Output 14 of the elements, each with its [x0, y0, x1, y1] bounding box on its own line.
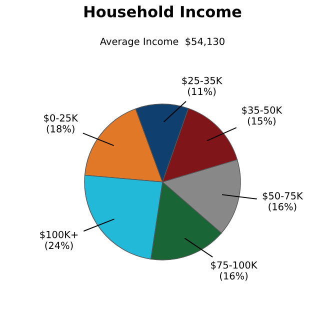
slice-label: $0-25K	[44, 114, 78, 123]
data-label: (18%)	[46, 124, 74, 134]
slice-label: $25-35K	[182, 76, 222, 86]
data-label: (16%)	[268, 202, 296, 212]
data-label: (11%)	[188, 88, 216, 96]
chart-title: Household Income	[84, 6, 242, 18]
slice-label: $50-75K	[262, 192, 304, 201]
data-label: (24%)	[45, 242, 73, 250]
data-label: (16%)	[220, 272, 248, 281]
data-label: (15%)	[248, 117, 276, 126]
chart-subtitle: Average Income $54,130	[100, 38, 224, 47]
slice-label: $35-50K	[242, 106, 282, 116]
slice-label: $75-100K	[211, 261, 258, 270]
slice-label: $100K+	[40, 230, 78, 240]
